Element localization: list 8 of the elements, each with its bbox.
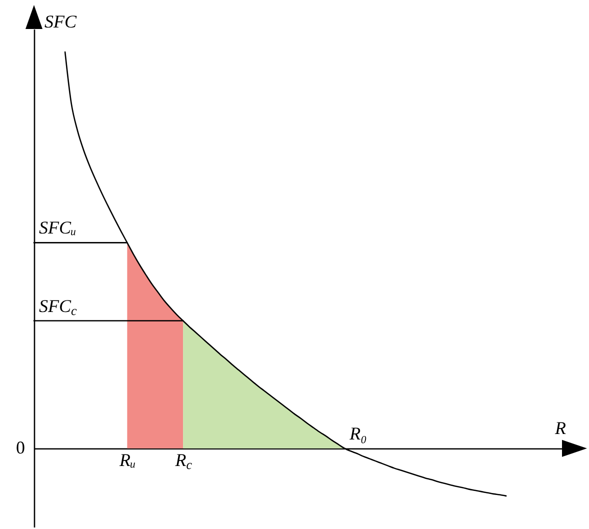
x-tick-label: Rᵤ [118, 450, 136, 470]
annotation: SFCᵤ [39, 218, 76, 238]
y-axis-title: SFC [44, 12, 78, 32]
annotation: R₀ [348, 423, 367, 444]
x-tick-label: R$_{c}$ [174, 450, 192, 472]
text: 0 [16, 437, 25, 458]
annotation: SFC$_{c}$ [39, 296, 78, 318]
x-axis-title: R [554, 418, 566, 438]
